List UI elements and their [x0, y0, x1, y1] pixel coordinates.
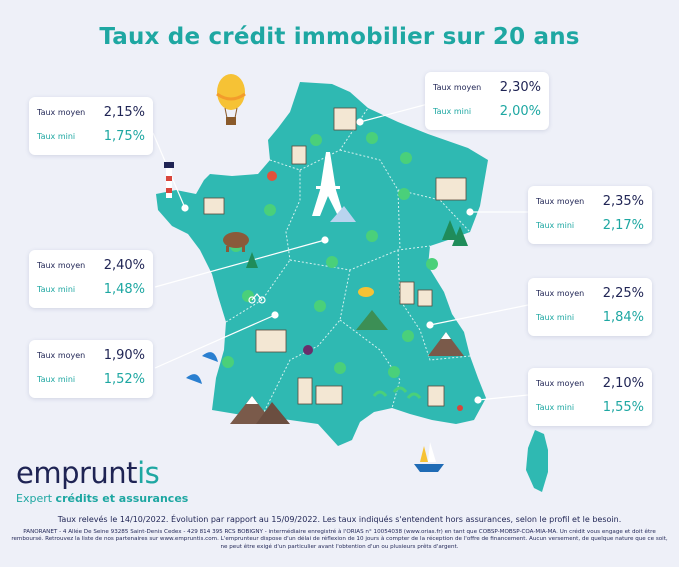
avg-rate-label: Taux moyen	[37, 108, 86, 117]
avg-rate-label: Taux moyen	[433, 83, 482, 92]
avg-rate-value: 2,40%	[103, 258, 145, 273]
bicycle-icon	[248, 293, 266, 304]
min-rate-value: 1,84%	[602, 310, 644, 325]
min-rate-label: Taux mini	[37, 285, 76, 294]
flower-icon	[457, 405, 463, 411]
apple-icon	[267, 171, 277, 181]
avg-rate-label: Taux moyen	[37, 351, 86, 360]
rate-card-sud-ouest: Taux moyen 1,90% Taux mini 1,52%	[29, 340, 153, 398]
avg-rate-value: 2,15%	[103, 105, 145, 120]
france-mainland	[156, 82, 488, 446]
page-title: Taux de crédit immobilier sur 20 ans	[99, 24, 580, 50]
logo-text-accent: is	[137, 456, 160, 490]
palm-tree-icon	[372, 386, 422, 399]
grapes-icon	[303, 345, 313, 355]
min-rate-value: 1,55%	[602, 400, 644, 415]
min-rate-label: Taux mini	[536, 403, 575, 412]
min-rate-label: Taux mini	[433, 107, 472, 116]
cow-icon	[223, 232, 249, 252]
min-rate-label: Taux mini	[37, 132, 76, 141]
min-rate-label: Taux mini	[536, 313, 575, 322]
min-rate-value: 1,48%	[103, 282, 145, 297]
rate-card-ouest: Taux moyen 2,40% Taux mini 1,48%	[29, 250, 153, 308]
avg-rate-value: 2,35%	[602, 194, 644, 209]
avg-rate-value: 1,90%	[103, 348, 145, 363]
avg-rate-label: Taux moyen	[536, 197, 585, 206]
eiffel-tower-icon	[312, 152, 344, 216]
corsica	[526, 430, 548, 492]
avg-rate-label: Taux moyen	[37, 261, 86, 270]
rate-card-bretagne: Taux moyen 2,15% Taux mini 1,75%	[29, 97, 153, 155]
avg-rate-label: Taux moyen	[536, 289, 585, 298]
cheese-icon	[358, 287, 374, 297]
pine-tree-icon	[246, 220, 468, 268]
logo-tagline: Expert crédits et assurances	[16, 492, 188, 505]
lighthouse-icon	[164, 162, 174, 198]
rate-card-mediterranee: Taux moyen 2,10% Taux mini 1,55%	[528, 368, 652, 426]
rate-card-nord: Taux moyen 2,30% Taux mini 2,00%	[425, 72, 549, 130]
avg-rate-label: Taux moyen	[536, 379, 585, 388]
min-rate-value: 2,17%	[602, 218, 644, 233]
min-rate-value: 2,00%	[499, 104, 541, 119]
rate-card-rhone-alpes: Taux moyen 2,25% Taux mini 1,84%	[528, 278, 652, 336]
tagline-bold: crédits et assurances	[55, 492, 189, 505]
rate-card-est: Taux moyen 2,35% Taux mini 2,17%	[528, 186, 652, 244]
logo-text-main: emprunt	[16, 456, 138, 490]
legal-notice: PANORANET - 4 Allée De Seine 93285 Saint…	[11, 529, 668, 550]
avg-rate-value: 2,25%	[602, 286, 644, 301]
empruntis-logo: empruntis	[16, 456, 160, 490]
mountain-icon	[230, 206, 464, 424]
avg-rate-value: 2,30%	[499, 80, 541, 95]
tagline-light: Expert	[16, 492, 56, 505]
min-rate-label: Taux mini	[37, 375, 76, 384]
min-rate-value: 1,52%	[103, 372, 145, 387]
wave-icon	[186, 352, 218, 384]
sailboat-icon	[414, 442, 444, 472]
min-rate-label: Taux mini	[536, 221, 575, 230]
avg-rate-value: 2,10%	[602, 376, 644, 391]
building-icon	[203, 107, 467, 407]
footnote: Taux relevés le 14/10/2022. Évolution pa…	[57, 515, 622, 524]
min-rate-value: 1,75%	[103, 129, 145, 144]
hot-air-balloon-icon	[216, 74, 246, 125]
